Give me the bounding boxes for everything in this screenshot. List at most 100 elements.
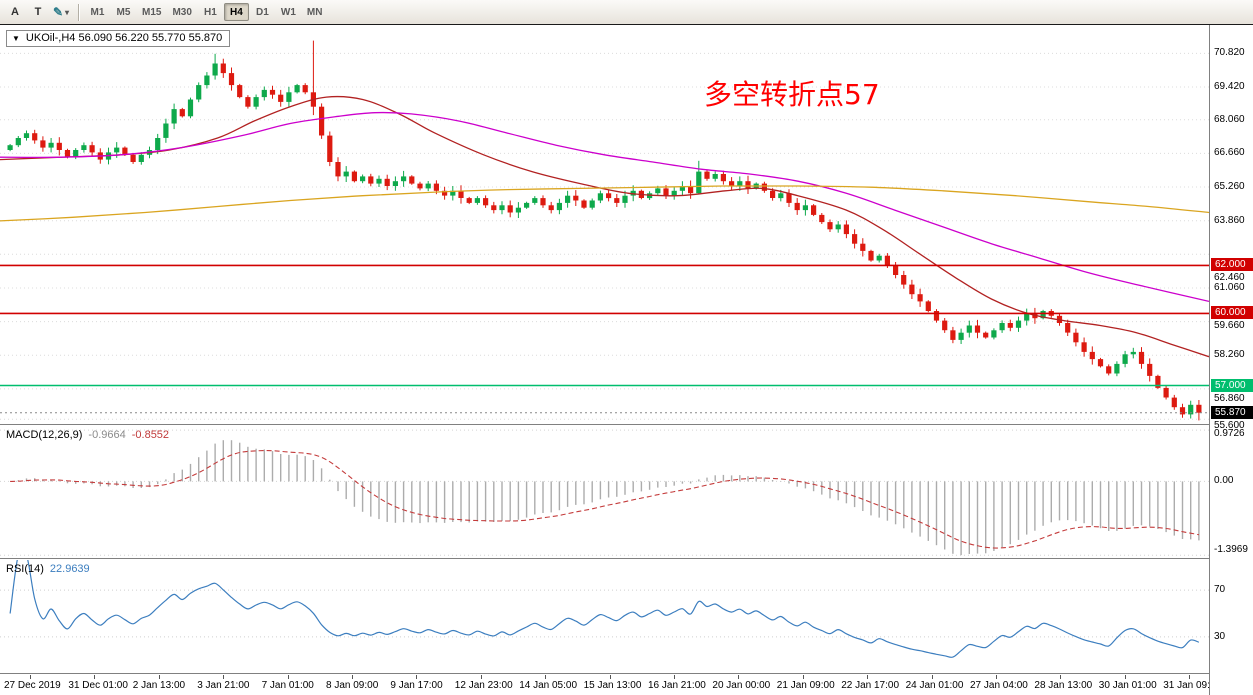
rsi-label: RSI(14) 22.9639 <box>6 563 90 575</box>
collapse-arrow-icon: ▼ <box>12 33 20 43</box>
time-tick <box>416 675 418 679</box>
time-axis[interactable]: 27 Dec 2019 31 Dec 01:00 2 Jan 13:00 3 Jan … <box>0 675 1221 695</box>
timeframe-button-h1[interactable]: H1 <box>198 3 223 21</box>
time-label: 31 Dec 01:00 <box>68 680 128 691</box>
rsi-chart <box>0 560 1209 658</box>
timeframe-button-m1[interactable]: M1 <box>85 3 110 21</box>
timeframe-button-m5[interactable]: M5 <box>111 3 136 21</box>
price-gridlines <box>0 52 1209 420</box>
macd-label: MACD(12,26,9) -0.9664 -0.8552 <box>6 429 169 441</box>
time-tick <box>867 675 869 679</box>
macd-axis-zero-label: 0.00 <box>1214 475 1234 487</box>
timeframe-button-m15[interactable]: M15 <box>137 3 166 21</box>
time-tick <box>738 675 740 679</box>
macd-pane[interactable]: MACD(12,26,9) -0.9664 -0.8552 <box>0 426 1209 558</box>
timeframe-group: M1 M5 M15 M30 H1 H4 D1 W1 MN <box>85 3 327 21</box>
time-label: 31 Jan 09:00 <box>1163 680 1222 691</box>
ma-line-slow-orange <box>0 185 1209 222</box>
color-pencil-tool-button[interactable]: ✎ ▾ <box>50 2 72 22</box>
price-axis-label: 58.260 <box>1214 349 1245 361</box>
rsi-name: RSI(14) <box>6 563 44 575</box>
time-label: 9 Jan 17:00 <box>390 680 443 691</box>
price-pane[interactable]: ▼ UKOil-,H4 56.090 56.220 55.770 55.870 … <box>0 25 1209 424</box>
price-axis-label: 69.420 <box>1214 81 1245 92</box>
time-tick <box>1189 675 1191 679</box>
current-price-tag: 55.870 <box>1211 405 1253 419</box>
rsi-value: 22.9639 <box>49 563 90 575</box>
timeframe-button-h4[interactable]: H4 <box>223 3 249 21</box>
ma-line-fast-red <box>0 95 1209 358</box>
time-label: 27 Jan 04:00 <box>970 680 1028 691</box>
rsi-pane[interactable]: RSI(14) 22.9639 <box>0 560 1209 673</box>
time-tick <box>1060 675 1062 679</box>
chart-window: ▼ UKOil-,H4 56.090 56.220 55.770 55.870 … <box>0 25 1253 695</box>
time-tick <box>931 675 933 679</box>
macd-axis-min-label: -1.3969 <box>1214 544 1248 556</box>
time-label: 8 Jan 09:00 <box>326 680 379 691</box>
text-tool-button[interactable]: T <box>27 2 49 22</box>
time-tick <box>158 675 160 679</box>
price-tag-62.000[interactable]: 62.000 <box>1211 258 1253 272</box>
rsi-line <box>9 560 1200 658</box>
pane-divider[interactable] <box>0 673 1253 675</box>
price-axis-label: 61.060 <box>1214 282 1245 293</box>
price-tag-57.000[interactable]: 57.000 <box>1211 378 1253 392</box>
time-label: 21 Jan 09:00 <box>776 680 835 691</box>
time-tick <box>545 675 547 679</box>
toolbar-separator <box>78 3 79 21</box>
macd-axis-max-label: 0.9726 <box>1214 428 1245 440</box>
chevron-down-icon: ▾ <box>65 7 70 17</box>
time-label: 30 Jan 01:00 <box>1098 680 1157 691</box>
price-axis-label: 59.660 <box>1214 320 1245 332</box>
price-axis-label: 63.860 <box>1214 214 1245 226</box>
pencil-icon: ✎ <box>52 5 64 19</box>
chart-annotation: 多空转折点57 <box>704 78 880 111</box>
time-label: 14 Jan 05:00 <box>519 680 578 691</box>
time-label: 28 Jan 13:00 <box>1034 680 1093 691</box>
time-tick <box>287 675 289 679</box>
rsi-axis-upper-label: 70 <box>1214 584 1226 596</box>
time-tick <box>674 675 675 679</box>
macd-main-value: -0.9664 <box>88 429 126 441</box>
rsi-axis-lower-label: 30 <box>1214 630 1226 642</box>
macd-histogram <box>17 440 1200 556</box>
candles <box>7 40 1202 421</box>
ma-line-mid-magenta <box>0 111 1209 303</box>
chart-title: UKOil-,H4 56.090 56.220 55.770 55.870 <box>25 32 223 44</box>
pane-divider[interactable] <box>0 424 1253 426</box>
time-tick <box>802 675 804 679</box>
time-label: 12 Jan 23:00 <box>454 680 513 691</box>
timeframe-button-w1[interactable]: W1 <box>276 3 301 21</box>
text-label-tool-button[interactable]: A <box>4 2 26 22</box>
time-label: 15 Jan 13:00 <box>583 680 642 691</box>
price-axis[interactable]: 70.820 69.420 68.060 66.660 65.260 63.860 62.4… <box>1209 25 1253 695</box>
price-axis-label: 70.820 <box>1214 47 1245 59</box>
time-label: 22 Jan 17:00 <box>841 680 900 691</box>
time-tick <box>30 675 31 679</box>
timeframe-button-m30[interactable]: M30 <box>167 3 196 21</box>
time-label: 3 Jan 21:00 <box>197 680 250 691</box>
time-tick <box>609 675 611 679</box>
time-tick <box>1124 675 1126 679</box>
price-axis-label: 56.860 <box>1214 392 1245 404</box>
symbol-quote-box[interactable]: ▼ UKOil-,H4 56.090 56.220 55.770 55.870 <box>6 30 231 47</box>
pane-divider[interactable] <box>0 558 1253 560</box>
time-label: 16 Jan 21:00 <box>648 680 706 691</box>
time-tick <box>223 675 225 679</box>
macd-signal-line <box>10 449 1200 549</box>
timeframe-button-d1[interactable]: D1 <box>250 3 275 21</box>
top-toolbar: A T ✎ ▾ M1 M5 M15 M30 H1 H4 D1 W1 MN <box>0 0 1253 25</box>
macd-name: MACD(12,26,9) <box>6 429 83 441</box>
timeframe-button-mn[interactable]: MN <box>302 3 328 21</box>
time-label: 24 Jan 01:00 <box>905 680 964 691</box>
macd-signal-value: -0.8552 <box>131 429 170 441</box>
time-label: 2 Jan 13:00 <box>132 680 186 691</box>
candlestick-chart[interactable] <box>0 25 1209 424</box>
price-axis-label: 68.060 <box>1214 113 1245 125</box>
time-tick <box>996 675 997 679</box>
time-tick <box>352 675 353 679</box>
time-tick <box>94 675 96 679</box>
price-tag-60.000[interactable]: 60.000 <box>1211 306 1253 320</box>
price-axis-label: 66.660 <box>1214 147 1245 159</box>
time-label: 27 Dec 2019 <box>4 680 61 691</box>
